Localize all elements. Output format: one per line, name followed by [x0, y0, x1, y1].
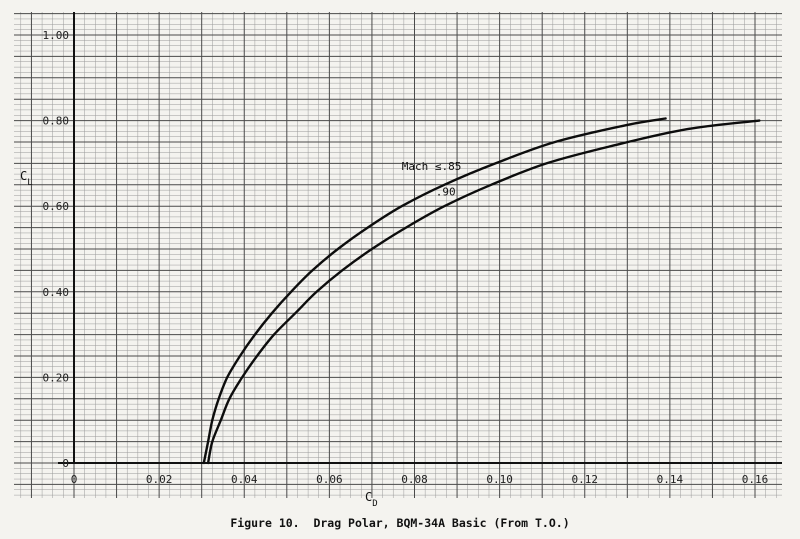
- x-tick-label: 0.14: [657, 473, 684, 486]
- x-tick-label: 0.06: [316, 473, 343, 486]
- annotation-mach-090: .90: [436, 186, 456, 199]
- x-tick-label: 0.08: [401, 473, 428, 486]
- y-tick-label: 1.00: [43, 29, 70, 42]
- x-tick-label: 0.12: [572, 473, 599, 486]
- x-tick-label: 0.02: [146, 473, 173, 486]
- x-tick-label: 0.16: [742, 473, 769, 486]
- y-tick-label: 0: [62, 457, 69, 470]
- annotations: Mach ≤.85 .90: [402, 160, 462, 199]
- axes: [58, 12, 782, 464]
- annotation-mach-085: Mach ≤.85: [402, 160, 462, 173]
- y-tick-label: 0.80: [43, 115, 70, 128]
- tick-labels: 0 0.02 0.04 0.06 0.08 0.10 0.12 0.14 0.16 0 0.20 0.…: [43, 29, 769, 486]
- y-axis-label-sub: L: [27, 178, 32, 188]
- x-tick-label: 0.04: [231, 473, 258, 486]
- series-line-mach-090: [206, 119, 761, 465]
- minor-grid: [14, 12, 782, 498]
- y-tick-label: 0.40: [43, 286, 70, 299]
- x-tick-label: 0.10: [486, 473, 513, 486]
- y-axis-label-main: C: [20, 169, 27, 183]
- x-tick-label: 0: [71, 473, 78, 486]
- x-axis-label: CD: [365, 490, 378, 509]
- x-axis-label-main: C: [365, 490, 372, 504]
- y-tick-label: 0.60: [43, 200, 70, 213]
- major-grid: [14, 12, 782, 498]
- series-lines: [202, 117, 761, 465]
- y-axis-label: CL: [20, 169, 33, 188]
- x-axis-label-sub: D: [372, 499, 377, 509]
- y-tick-label: 0.20: [43, 371, 70, 384]
- series-line-mach-085: [202, 117, 667, 465]
- figure-caption: Figure 10. Drag Polar, BQM-34A Basic (Fr…: [230, 516, 570, 530]
